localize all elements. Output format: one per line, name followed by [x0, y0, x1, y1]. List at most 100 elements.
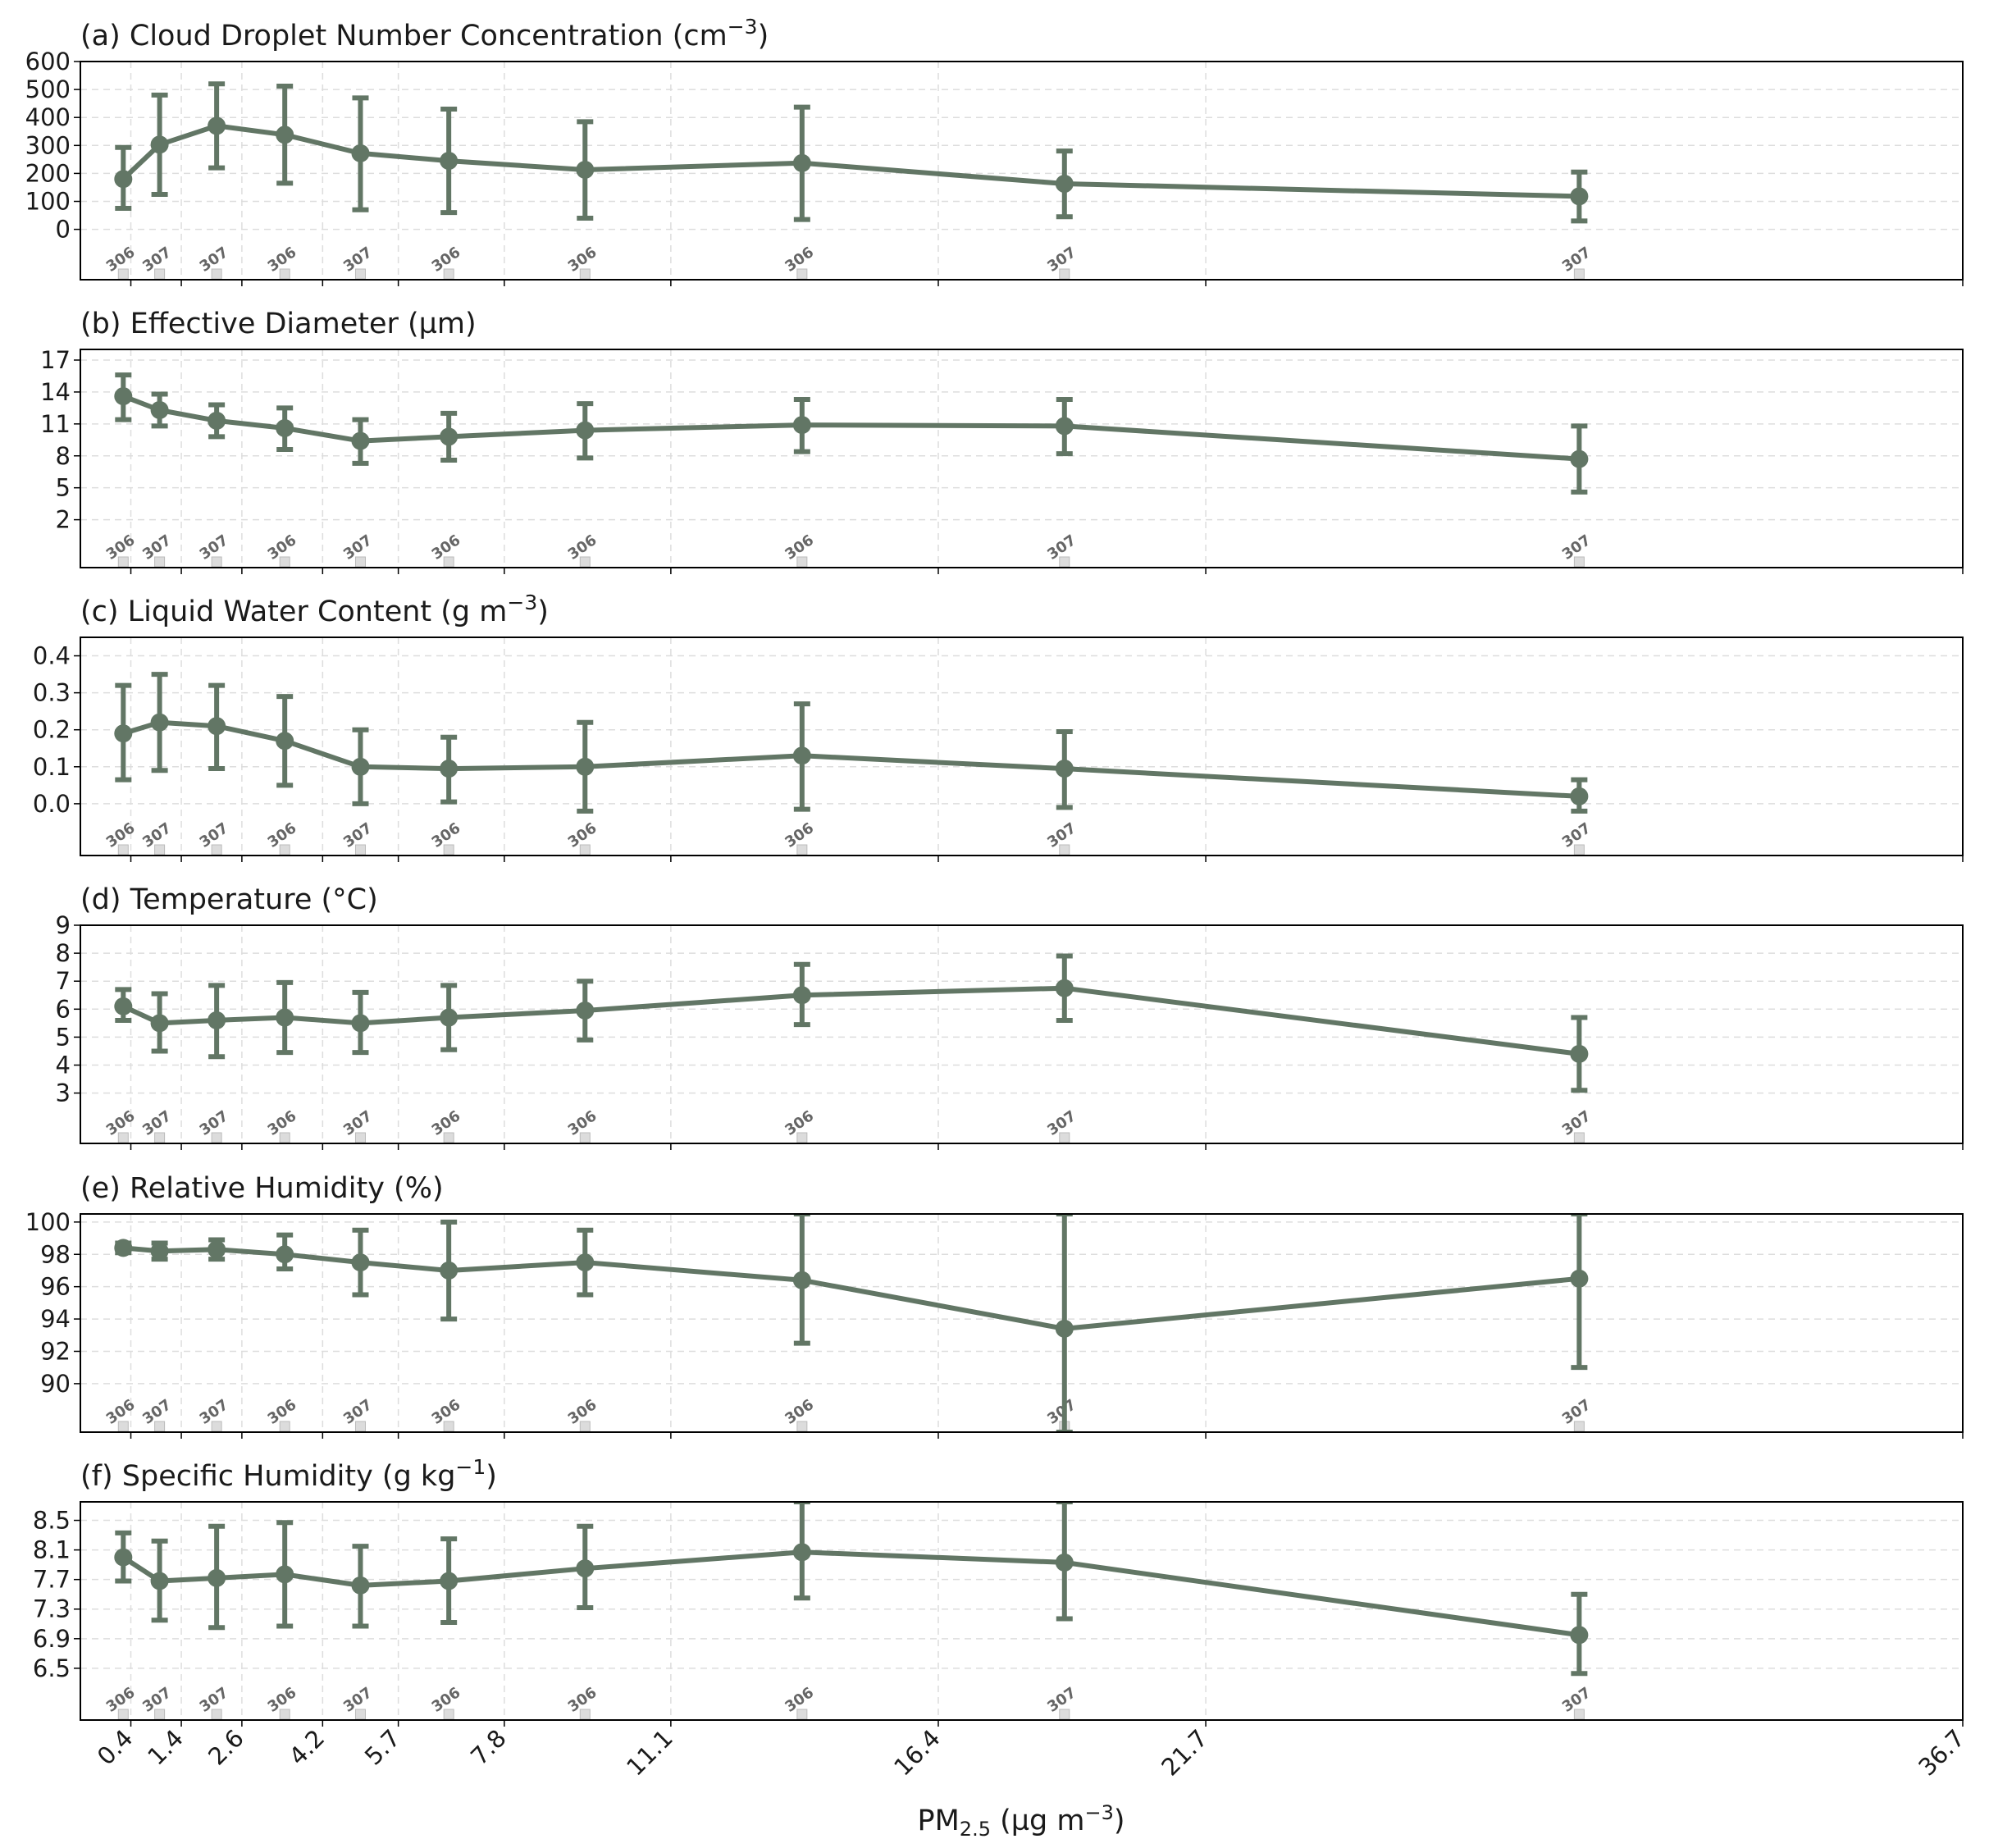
y-tick-label: 200: [25, 159, 71, 187]
panel-title-close: ): [758, 20, 769, 52]
data-point: [114, 170, 133, 189]
y-tick-label: 90: [40, 1370, 71, 1398]
series-group: [114, 1502, 1589, 1677]
panel-sh: (f) Specific Humidity (g kg−1) 8.58.17.77…: [33, 1455, 1964, 1727]
y-tick-label: 17: [40, 346, 71, 374]
panel-title-superscript: −3: [728, 15, 758, 39]
y-tick-label: 6.9: [33, 1625, 71, 1653]
panel-title-text: (a) Cloud Droplet Number Concentration (…: [80, 20, 728, 52]
x-tick-label: 11.1: [621, 1724, 678, 1782]
panel-title: (b) Effective Diameter (µm): [80, 308, 477, 340]
y-tick-label: 7.7: [33, 1566, 71, 1594]
y-tick-label: 14: [40, 378, 71, 406]
series-group: [114, 1214, 1589, 1432]
data-point: [440, 1572, 458, 1590]
y-tick-label: 4: [56, 1052, 71, 1079]
x-tick-label: 7.8: [465, 1724, 512, 1771]
data-point: [1055, 979, 1074, 997]
y-tick-label: 8: [56, 442, 71, 470]
y-tick-label: 0.3: [33, 679, 71, 707]
data-point: [208, 116, 226, 135]
data-point: [1570, 1626, 1589, 1645]
panel-frame: [80, 924, 1964, 1144]
y-tick-label: 94: [40, 1305, 71, 1333]
series-line: [121, 123, 1580, 199]
data-point: [114, 1548, 133, 1567]
data-point: [351, 1253, 370, 1272]
data-point: [1055, 417, 1074, 436]
x-tick-label: 16.4: [888, 1724, 946, 1782]
panels: (a) Cloud Droplet Number Concentration (…: [25, 15, 1964, 1727]
data-point: [792, 746, 811, 765]
panel-cdnc: (a) Cloud Droplet Number Concentration (…: [25, 15, 1964, 286]
x-tick-label: 5.7: [359, 1724, 406, 1771]
data-point: [1570, 449, 1589, 468]
data-point: [1055, 1553, 1074, 1572]
y-tick-label: 8.5: [33, 1507, 71, 1535]
data-point: [1055, 760, 1074, 778]
data-point: [276, 125, 294, 144]
data-point: [1055, 1319, 1074, 1338]
x-axis-label: PM2.5 (µg m−3): [917, 1801, 1125, 1841]
y-tick-label: 0.1: [33, 753, 71, 781]
y-tick-label: 300: [25, 131, 71, 159]
data-point: [351, 757, 370, 776]
panel-title-text: (e) Relative Humidity (%): [80, 1172, 444, 1205]
data-point: [150, 1242, 169, 1261]
y-tick-label: 6: [56, 995, 71, 1023]
data-point: [1570, 787, 1589, 805]
panel-frame: [80, 349, 1964, 568]
panel-title-superscript: −3: [507, 591, 537, 614]
data-point: [576, 1002, 595, 1020]
data-point: [276, 732, 294, 751]
panel-title-close: ): [537, 595, 549, 628]
data-point: [150, 400, 169, 419]
y-tick-label: 100: [25, 188, 71, 216]
y-tick-label: 7: [56, 967, 71, 995]
data-point: [1570, 1044, 1589, 1063]
data-point: [576, 757, 595, 776]
data-point: [114, 997, 133, 1015]
data-point: [208, 717, 226, 736]
data-point: [208, 411, 226, 430]
series-line: [123, 1245, 1580, 1331]
y-tick-label: 8: [56, 939, 71, 967]
data-point: [440, 1008, 458, 1027]
panel-frame: [80, 61, 1964, 281]
data-point: [276, 1008, 294, 1027]
y-tick-label: 7.3: [33, 1595, 71, 1623]
data-point: [576, 1559, 595, 1578]
y-tick-label: 11: [40, 410, 71, 438]
series-group: [114, 372, 1589, 495]
data-point: [150, 713, 169, 732]
data-point: [208, 1240, 226, 1259]
data-point: [276, 419, 294, 438]
panel-title-text: (d) Temperature (°C): [80, 883, 378, 916]
y-tick-label: 98: [40, 1240, 71, 1268]
panel-title: (a) Cloud Droplet Number Concentration (…: [80, 15, 769, 52]
data-point: [576, 160, 595, 179]
data-point: [792, 1543, 811, 1562]
x-tick-label: 0.4: [92, 1724, 139, 1771]
series-line: [122, 985, 1580, 1056]
data-point: [440, 427, 458, 446]
data-point: [576, 1253, 595, 1272]
y-tick-label: 2: [56, 506, 71, 534]
series-line: [121, 1549, 1580, 1638]
y-tick-label: 100: [25, 1208, 71, 1236]
data-point: [150, 1572, 169, 1590]
series-line: [122, 719, 1580, 799]
y-tick-label: 6.5: [33, 1654, 71, 1682]
y-tick-label: 3: [56, 1079, 71, 1107]
panel-lwc: (c) Liquid Water Content (g m−3) 0.4 0.3 0.…: [33, 591, 1964, 862]
panel-title: (e) Relative Humidity (%): [80, 1172, 444, 1205]
series-group: [114, 672, 1589, 814]
data-point: [351, 144, 370, 162]
data-point: [576, 421, 595, 440]
data-point: [792, 416, 811, 435]
y-tick-label: 0.2: [33, 716, 71, 744]
data-point: [440, 760, 458, 778]
data-point: [114, 387, 133, 406]
